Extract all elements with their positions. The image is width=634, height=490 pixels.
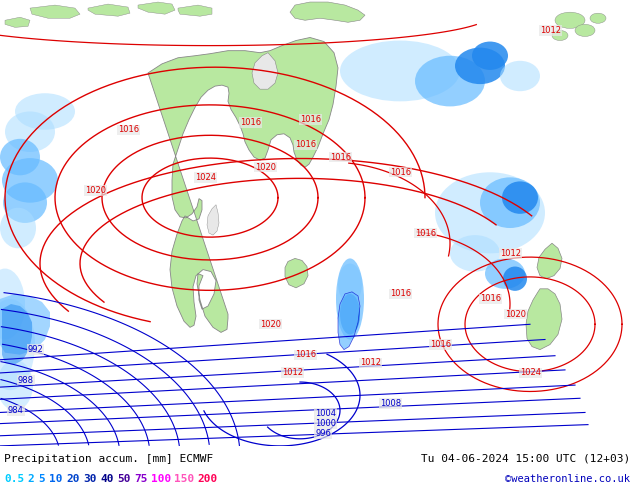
Ellipse shape	[0, 139, 40, 175]
Text: 1020: 1020	[255, 163, 276, 172]
Text: 1016: 1016	[295, 141, 316, 149]
Polygon shape	[148, 38, 338, 332]
Text: 992: 992	[28, 345, 44, 354]
Ellipse shape	[338, 264, 362, 304]
Ellipse shape	[472, 42, 508, 70]
Polygon shape	[5, 17, 30, 27]
Ellipse shape	[500, 61, 540, 91]
Text: 1016: 1016	[295, 350, 316, 359]
Text: Precipitation accum. [mm] ECMWF: Precipitation accum. [mm] ECMWF	[4, 454, 213, 464]
Text: 996: 996	[315, 429, 331, 438]
Text: 1016: 1016	[390, 290, 411, 298]
Text: 20: 20	[66, 474, 79, 484]
Polygon shape	[0, 294, 50, 355]
Polygon shape	[338, 292, 360, 350]
Text: 988: 988	[18, 375, 34, 385]
Text: 1016: 1016	[330, 152, 351, 162]
Text: 150: 150	[174, 474, 194, 484]
Polygon shape	[2, 304, 32, 365]
Text: 1024: 1024	[195, 173, 216, 182]
Text: 1020: 1020	[85, 186, 106, 195]
Text: 75: 75	[134, 474, 148, 484]
Ellipse shape	[480, 177, 540, 228]
Text: 984: 984	[8, 406, 24, 415]
Text: 40: 40	[100, 474, 113, 484]
Ellipse shape	[0, 299, 35, 390]
Text: 1016: 1016	[240, 118, 261, 127]
Text: 5: 5	[38, 474, 45, 484]
Text: 1016: 1016	[415, 228, 436, 238]
Ellipse shape	[415, 56, 485, 106]
Ellipse shape	[455, 48, 505, 84]
Ellipse shape	[15, 93, 75, 130]
Ellipse shape	[575, 24, 595, 36]
Text: 1024: 1024	[520, 368, 541, 377]
Ellipse shape	[485, 258, 525, 289]
Text: Tu 04-06-2024 15:00 UTC (12+03): Tu 04-06-2024 15:00 UTC (12+03)	[421, 454, 630, 464]
Text: 1016: 1016	[118, 125, 139, 134]
Text: 10: 10	[49, 474, 63, 484]
Polygon shape	[537, 243, 562, 279]
Polygon shape	[252, 53, 278, 89]
Ellipse shape	[0, 360, 33, 411]
Polygon shape	[178, 5, 212, 16]
Text: 200: 200	[197, 474, 217, 484]
Ellipse shape	[0, 269, 25, 340]
Polygon shape	[285, 258, 308, 288]
Polygon shape	[30, 5, 80, 18]
Polygon shape	[290, 2, 365, 22]
Ellipse shape	[340, 294, 360, 334]
Text: 1012: 1012	[500, 249, 521, 258]
Text: ©weatheronline.co.uk: ©weatheronline.co.uk	[505, 474, 630, 484]
Polygon shape	[88, 4, 130, 16]
Text: 1012: 1012	[360, 358, 381, 368]
Ellipse shape	[435, 172, 545, 253]
Ellipse shape	[450, 235, 500, 271]
Text: 1016: 1016	[390, 168, 411, 177]
Text: 1008: 1008	[380, 399, 401, 408]
Text: 0.5: 0.5	[4, 474, 24, 484]
Text: 2: 2	[27, 474, 34, 484]
Polygon shape	[526, 289, 562, 350]
Text: 1004: 1004	[315, 409, 336, 418]
Text: 1020: 1020	[505, 310, 526, 318]
Ellipse shape	[340, 41, 460, 101]
Ellipse shape	[552, 30, 568, 41]
Text: 100: 100	[151, 474, 171, 484]
Text: 50: 50	[117, 474, 131, 484]
Text: 1016: 1016	[300, 115, 321, 124]
Ellipse shape	[336, 258, 364, 340]
Text: 1012: 1012	[282, 368, 303, 377]
Text: 1000: 1000	[315, 419, 336, 428]
Ellipse shape	[0, 208, 36, 248]
Text: 30: 30	[83, 474, 96, 484]
Ellipse shape	[590, 13, 606, 24]
Polygon shape	[207, 205, 219, 235]
Ellipse shape	[5, 112, 55, 152]
Text: 1016: 1016	[430, 340, 451, 349]
Ellipse shape	[503, 267, 527, 291]
Ellipse shape	[502, 181, 538, 214]
Text: 1020: 1020	[260, 320, 281, 329]
Ellipse shape	[3, 182, 47, 223]
Text: 1016: 1016	[480, 294, 501, 303]
Text: 1012: 1012	[540, 26, 561, 35]
Ellipse shape	[2, 158, 58, 203]
Ellipse shape	[555, 12, 585, 28]
Polygon shape	[138, 2, 175, 14]
